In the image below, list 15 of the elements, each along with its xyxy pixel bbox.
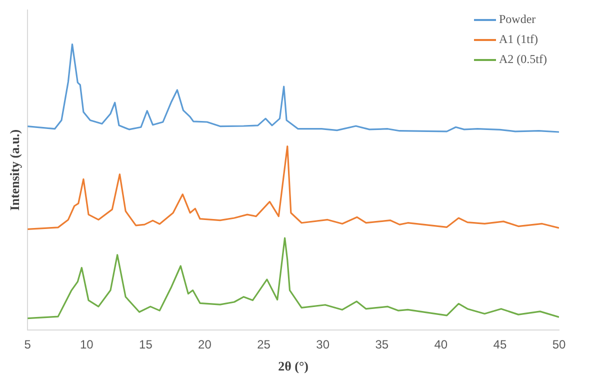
x-tick-label: 15 xyxy=(139,338,153,352)
x-tick-label: 10 xyxy=(80,338,94,352)
x-tick-label: 20 xyxy=(198,338,212,352)
x-tick-label: 50 xyxy=(552,338,566,352)
x-axis-title: 2θ (°) xyxy=(278,358,309,374)
legend-label: A1 (1tf) xyxy=(499,32,538,47)
legend-label: A2 (0.5tf) xyxy=(499,52,547,67)
legend-label: Powder xyxy=(499,12,536,27)
x-tick-label: 25 xyxy=(257,338,271,352)
x-tick-label: 45 xyxy=(493,338,507,352)
x-tick-label: 40 xyxy=(434,338,448,352)
x-tick-label: 5 xyxy=(24,338,32,352)
x-tick-label: 30 xyxy=(316,338,330,352)
y-axis-title: Intensity (a.u.) xyxy=(7,129,22,211)
x-tick-label: 35 xyxy=(375,338,389,352)
